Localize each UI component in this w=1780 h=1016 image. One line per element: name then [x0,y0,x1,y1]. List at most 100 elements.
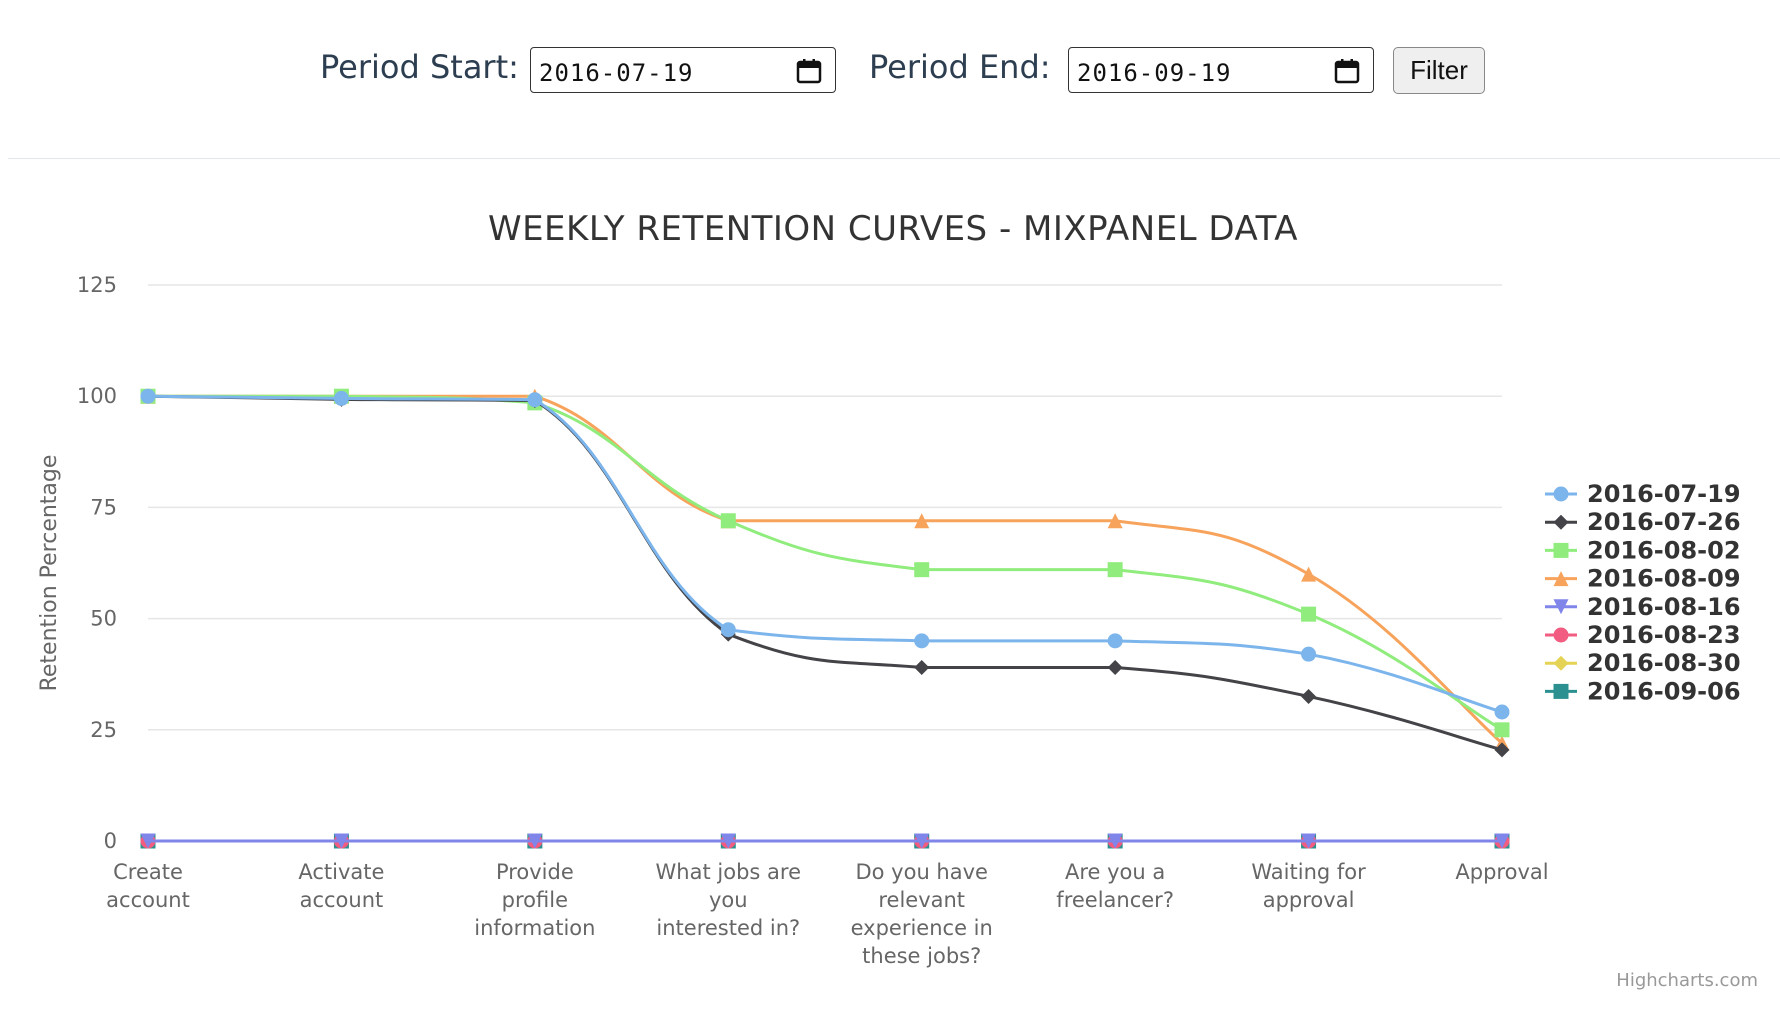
legend-marker [1553,571,1569,587]
x-tick-label-line: account [106,888,190,912]
x-tick-label-line: interested in? [656,916,800,940]
x-tick-label: Approval [1455,860,1548,884]
data-point [333,833,349,849]
legend-item[interactable]: 2016-07-19 [1545,480,1741,508]
period-start-value: 2016-07-19 [539,59,694,87]
data-point [527,833,543,849]
legend-item[interactable]: 2016-08-09 [1545,565,1741,593]
legend-item[interactable]: 2016-08-16 [1545,593,1741,621]
period-end-input[interactable]: 2016-09-19 [1068,47,1374,93]
data-point [914,562,930,578]
data-point [720,622,736,638]
x-tick-label-line: information [474,916,595,940]
legend-label: 2016-08-02 [1587,536,1741,564]
x-tick-label-line: Are you a [1065,860,1165,884]
legend-item[interactable]: 2016-08-30 [1545,649,1741,677]
data-point [1107,513,1123,529]
data-point [1494,833,1510,849]
legend-marker [1553,542,1569,558]
series-line [146,394,1504,745]
period-start-label: Period Start: [320,48,519,86]
data-point [1107,633,1123,649]
data-point [1494,722,1510,738]
data-point [527,392,543,408]
x-tick-label-line: What jobs are [656,860,801,884]
x-tick-label-line: Do you have [855,860,987,884]
series-line [146,394,1504,752]
series-2016-08-02 [140,388,1510,738]
legend-label: 2016-08-23 [1587,621,1741,649]
filter-bar: Period Start: 2016-07-19 Period End: 201… [0,0,1780,160]
data-point [914,513,930,529]
x-tick-label-line: Create [113,860,183,884]
y-tick-label: 0 [104,829,117,853]
data-point [914,660,930,676]
data-point [1301,833,1317,849]
data-point [1107,562,1123,578]
x-tick-label-line: Provide [496,860,574,884]
divider [8,158,1780,159]
legend-label: 2016-09-06 [1587,677,1741,705]
x-tick-label-line: Activate [298,860,384,884]
series-line [146,394,1504,732]
legend-marker [1553,683,1569,699]
x-tick-label: Provide profile information [474,860,595,940]
legend-label: 2016-08-30 [1587,649,1741,677]
legend-item[interactable]: 2016-08-02 [1545,536,1741,564]
calendar-icon[interactable] [1333,57,1361,85]
x-tick-label-line: you [709,888,748,912]
legend-label: 2016-08-16 [1587,593,1741,621]
x-tick-label: Are you a freelancer? [1056,860,1174,912]
y-tick-label: 125 [77,273,117,297]
x-tick-label: Activate account [298,860,384,912]
period-start-input[interactable]: 2016-07-19 [530,47,836,93]
x-tick-label-line: profile [502,888,568,912]
x-tick-label-line: Waiting for [1251,860,1366,884]
y-tick-label: 100 [77,384,117,408]
period-end-value: 2016-09-19 [1077,59,1232,87]
legend-item[interactable]: 2016-09-06 [1545,677,1741,705]
data-point [1494,704,1510,720]
data-point [1301,606,1317,622]
period-end-label: Period End: [869,48,1051,86]
series-line [146,394,1504,714]
x-tick-label: Create account [106,860,190,912]
data-point [140,833,156,849]
data-point [914,833,930,849]
legend-marker [1553,514,1569,530]
legend-item[interactable]: 2016-08-23 [1545,621,1741,649]
x-tick-label-line: experience in [851,916,993,940]
data-point [1301,566,1317,582]
legend-label: 2016-07-26 [1587,508,1741,536]
x-tick-label-line: relevant [878,888,965,912]
highcharts-credits[interactable]: Highcharts.com [1616,970,1758,991]
x-tick-label: Do you have relevant experience in these jo… [851,860,993,968]
y-tick-label: 75 [90,495,117,519]
x-tick-label-line: freelancer? [1056,888,1174,912]
legend-label: 2016-07-19 [1587,480,1741,508]
y-tick-label: 25 [90,718,117,742]
x-tick-label-line: Approval [1455,860,1548,884]
x-tick-label: What jobs are you interested in? [656,860,801,940]
legend-marker [1553,599,1569,615]
legend-marker [1553,627,1569,643]
series-2016-08-16 [140,833,1510,849]
legend-label: 2016-08-09 [1587,565,1741,593]
data-point [140,388,156,404]
data-point [720,513,736,529]
y-tick-label: 50 [90,607,117,631]
legend-item[interactable]: 2016-07-26 [1545,508,1741,536]
x-tick-label-line: approval [1263,888,1355,912]
calendar-icon[interactable] [795,57,823,85]
filter-button[interactable]: Filter [1393,47,1485,94]
chart-title: WEEKLY RETENTION CURVES - MIXPANEL DATA [488,209,1298,249]
legend-marker [1553,655,1569,671]
data-point [1301,688,1317,704]
series-2016-07-19 [140,388,1510,720]
data-point [1107,833,1123,849]
data-point [1494,742,1510,758]
data-point [1107,660,1123,676]
y-axis-title: Retention Percentage [37,455,62,692]
data-point [914,633,930,649]
